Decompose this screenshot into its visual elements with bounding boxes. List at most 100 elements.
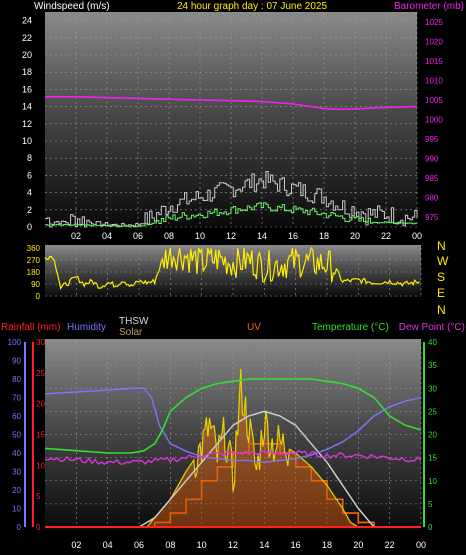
wind-y-tick: 22 — [22, 33, 32, 43]
weather-x-tick: 18 — [322, 540, 332, 550]
baro-y-tick: 1025 — [425, 18, 443, 27]
humidity-y-tick: 30 — [12, 468, 21, 477]
thsw-line — [45, 410, 421, 528]
rain-y-tick: 10 — [36, 461, 45, 470]
weather-x-tick: 16 — [291, 540, 301, 550]
weather-x-tick: 00 — [416, 540, 426, 550]
rain-y-tick: 20 — [36, 400, 45, 409]
solar-title: Solar — [119, 327, 143, 338]
baro-y-tick: 990 — [425, 155, 439, 164]
wind-x-tick: 14 — [257, 231, 267, 241]
wind-y-tick: 14 — [22, 102, 32, 112]
humidity-line — [44, 387, 422, 464]
baro-y-tick: 995 — [425, 135, 439, 144]
compass-e: E — [437, 286, 445, 300]
humidity-y-tick: 10 — [12, 505, 21, 514]
wind-x-tick: 08 — [164, 231, 174, 241]
wind-y-tick: 0 — [27, 222, 32, 232]
humidity-title: Humidity — [67, 322, 106, 333]
wind-x-tick: 16 — [288, 231, 298, 241]
wind-x-tick: 00 — [412, 231, 422, 241]
baro-y-tick: 1015 — [425, 57, 443, 66]
graph-title: 24 hour graph day : 07 June 2025 — [177, 1, 328, 12]
wind-chart: 0246810121416182022249759809859909951000… — [22, 12, 443, 241]
solar-area — [45, 368, 421, 527]
windspeed-title: Windspeed (m/s) — [34, 1, 110, 12]
baro-y-tick: 985 — [425, 174, 439, 183]
rain-y-tick: 0 — [36, 523, 41, 532]
wind-x-tick: 12 — [226, 231, 236, 241]
wind-y-tick: 12 — [22, 119, 32, 129]
wind-y-tick: 20 — [22, 50, 32, 60]
compass-n-bottom: N — [437, 303, 446, 317]
weather-x-tick: 14 — [259, 540, 269, 550]
rain-y-tick: 30 — [36, 338, 45, 347]
wind-x-tick: 06 — [133, 231, 143, 241]
dir-y-tick: 360 — [27, 244, 41, 253]
weather-x-tick: 10 — [197, 540, 207, 550]
temp-y-tick: 25 — [428, 407, 437, 416]
wind-avg-line — [45, 202, 417, 228]
baro-y-tick: 1020 — [425, 37, 443, 46]
wind-x-tick: 04 — [102, 231, 112, 241]
temp-y-tick: 15 — [428, 454, 437, 463]
barometer-line — [45, 96, 418, 111]
wind-y-tick: 18 — [22, 67, 32, 77]
dir-y-tick: 90 — [31, 280, 40, 289]
dewpoint-line — [44, 449, 422, 466]
humidity-y-tick: 0 — [17, 523, 22, 532]
wind-x-tick: 10 — [195, 231, 205, 241]
rainfall-title: Rainfall (mm) — [1, 322, 60, 333]
wind-direction-line — [44, 246, 420, 290]
wind-x-tick: 20 — [350, 231, 360, 241]
humidity-y-tick: 70 — [12, 394, 21, 403]
wind-y-tick: 24 — [22, 16, 32, 26]
humidity-y-tick: 40 — [12, 449, 21, 458]
humidity-y-tick: 20 — [12, 486, 21, 495]
wind-x-tick: 22 — [381, 231, 391, 241]
humidity-y-tick: 80 — [12, 375, 21, 384]
weather-x-tick: 12 — [228, 540, 238, 550]
rain-y-tick: 15 — [36, 431, 45, 440]
dewpoint-title: Dew Point (°C) — [399, 322, 465, 333]
barometer-title: Barometer (mb) — [394, 1, 464, 12]
weather-x-tick: 02 — [71, 540, 81, 550]
direction-chart: 0 90 180 270 360 — [27, 244, 422, 301]
dir-y-tick: 180 — [27, 268, 41, 277]
wind-y-tick: 10 — [22, 136, 32, 146]
wind-y-tick: 2 — [27, 205, 32, 215]
humidity-y-tick: 50 — [12, 431, 21, 440]
temp-y-tick: 10 — [428, 477, 437, 486]
wind-y-tick: 4 — [27, 188, 32, 198]
weather-x-tick: 06 — [134, 540, 144, 550]
temp-y-tick: 20 — [428, 431, 437, 440]
dir-y-tick: 0 — [36, 292, 41, 301]
thsw-title: THSW — [119, 316, 149, 327]
rain-y-tick: 5 — [36, 492, 41, 501]
weather-chart: 0510152025303540010203040506070809010005… — [8, 338, 438, 550]
humidity-y-tick: 60 — [12, 412, 21, 421]
temp-y-tick: 0 — [428, 523, 433, 532]
uv-title: UV — [247, 322, 261, 333]
wind-y-tick: 16 — [22, 84, 32, 94]
dir-y-tick: 270 — [27, 256, 41, 265]
humidity-y-tick: 90 — [12, 357, 21, 366]
compass-n-top: N — [437, 239, 446, 253]
baro-y-tick: 1010 — [425, 76, 443, 85]
compass-w: W — [437, 254, 449, 268]
baro-y-tick: 975 — [425, 213, 439, 222]
humidity-y-tick: 100 — [8, 338, 22, 347]
baro-y-tick: 980 — [425, 194, 439, 203]
temp-y-tick: 5 — [428, 500, 433, 509]
weather-x-tick: 20 — [353, 540, 363, 550]
baro-y-tick: 1000 — [425, 116, 443, 125]
wind-y-tick: 6 — [27, 170, 32, 180]
baro-y-tick: 1005 — [425, 96, 443, 105]
temp-y-tick: 35 — [428, 361, 437, 370]
wind-panel — [45, 12, 417, 227]
temp-y-tick: 40 — [428, 338, 437, 347]
weather-x-tick: 22 — [385, 540, 395, 550]
weather-x-tick: 04 — [103, 540, 113, 550]
weather-x-tick: 08 — [165, 540, 175, 550]
